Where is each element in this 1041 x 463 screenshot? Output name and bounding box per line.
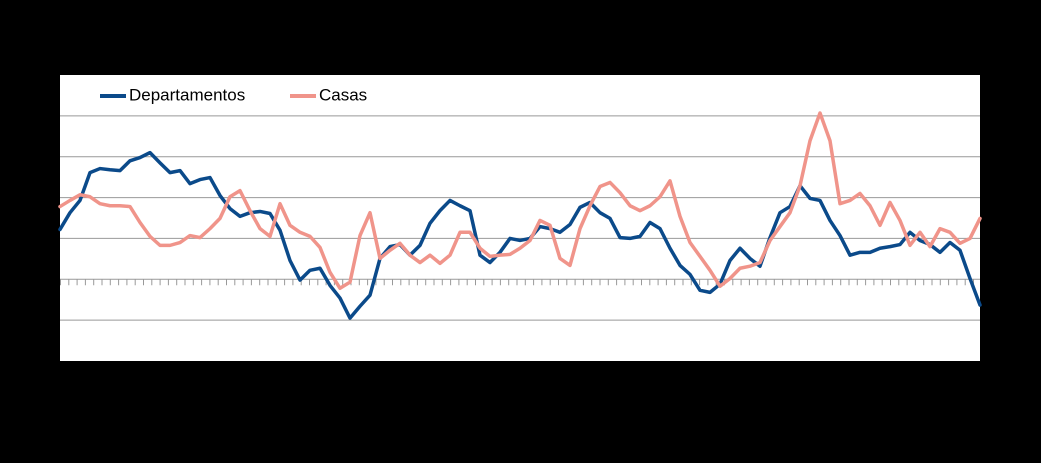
y-tick-label: 20 [33,187,52,206]
y-tick-label: -20 [27,350,52,369]
y-tick-label: 30 [33,146,52,165]
series-line [58,150,982,320]
y-tick-label: 50 [33,64,52,83]
series-line [58,111,982,291]
legend-label: Casas [319,85,367,104]
y-tick-label: 40 [33,105,52,124]
y-tick-label: -10 [27,310,52,329]
plot-area [60,75,980,361]
y-tick-label: 0 [43,269,52,288]
y-tick-label: 10 [33,228,52,247]
legend-label: Departamentos [129,85,245,104]
